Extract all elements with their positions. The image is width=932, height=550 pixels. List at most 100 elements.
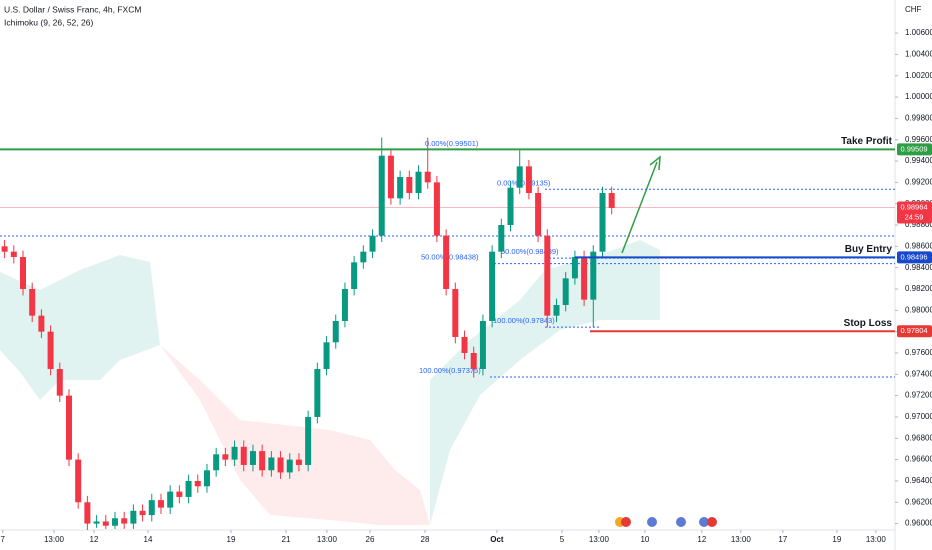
candle-body — [111, 518, 118, 526]
candle-body — [84, 502, 91, 524]
candle-body — [259, 451, 266, 471]
candle-body — [498, 225, 505, 252]
candle-body — [102, 521, 109, 526]
fib-label: 100.00%(0.97843) — [493, 316, 555, 325]
candle-body — [581, 257, 588, 300]
candle-body — [433, 182, 440, 236]
candle-body — [167, 491, 174, 508]
price-badge-label: 0.99509 — [900, 144, 927, 153]
x-tick-label: 13:00 — [866, 535, 887, 544]
candle-body — [213, 454, 220, 471]
candle-body — [535, 193, 542, 236]
event-icons — [615, 517, 717, 527]
y-tick-label: 1.00200 — [905, 71, 932, 80]
y-tick-label: 0.96200 — [905, 497, 932, 506]
candle-body — [75, 459, 82, 503]
x-tick-label: 26 — [366, 535, 375, 544]
candle-body — [93, 521, 100, 524]
level-label: Stop Loss — [844, 318, 893, 329]
price-badge-label: 0.98496 — [900, 252, 927, 261]
candle-body — [443, 235, 450, 289]
x-tick-label: 17 — [778, 535, 787, 544]
candle-body — [415, 171, 422, 194]
candle-body — [139, 510, 146, 516]
y-tick-label: 0.97400 — [905, 369, 932, 378]
candle-body — [470, 352, 477, 369]
candle-body — [369, 235, 376, 252]
y-tick-label: 0.99800 — [905, 113, 932, 122]
y-tick-label: 1.00600 — [905, 28, 932, 37]
x-tick-label: 5 — [560, 535, 565, 544]
y-tick-label: 0.96800 — [905, 433, 932, 442]
y-tick-label: 0.98400 — [905, 263, 932, 272]
last-price-badge — [897, 201, 932, 224]
x-tick-label: 19 — [832, 535, 841, 544]
candle-body — [378, 155, 385, 236]
y-tick-label: 1.00000 — [905, 92, 932, 101]
candle-body — [38, 315, 45, 332]
candle-body — [489, 251, 496, 321]
x-tick-label: 7 — [1, 535, 6, 544]
fib-label: 50.00%(0.98489) — [501, 247, 559, 256]
currency-label: CHF — [905, 5, 922, 14]
candle-body — [295, 459, 302, 465]
x-tick-label: Oct — [490, 535, 504, 544]
fib-label: 0.00%(0.99501) — [425, 139, 479, 148]
candle-body — [608, 193, 615, 208]
ichimoku-cloud — [0, 240, 660, 525]
candle-body — [332, 320, 339, 343]
last-price-label: 0.98964 — [900, 203, 927, 212]
candle-body — [65, 395, 72, 460]
y-tick-label: 0.98000 — [905, 305, 932, 314]
x-tick-label: 14 — [144, 535, 153, 544]
candle-body — [240, 446, 247, 465]
candle-body — [406, 177, 413, 194]
candle-body — [148, 500, 155, 516]
candle-body — [249, 451, 256, 465]
x-tick-label: 13:00 — [44, 535, 65, 544]
candle-body — [516, 166, 523, 188]
candle-body — [314, 368, 321, 417]
x-tick-label: 13:00 — [589, 535, 610, 544]
y-tick-label: 0.99400 — [905, 156, 932, 165]
arrow-head — [649, 155, 661, 171]
candle-body — [176, 491, 183, 497]
y-tick-label: 0.97000 — [905, 412, 932, 421]
level-label: Buy Entry — [845, 244, 893, 255]
y-tick-label: 0.96000 — [905, 519, 932, 528]
arrow — [621, 161, 658, 254]
candle-body — [562, 278, 569, 305]
candle-body — [47, 331, 54, 369]
y-tick-label: 0.99600 — [905, 135, 932, 144]
x-tick-label: 28 — [421, 535, 430, 544]
y-tick-label: 0.98200 — [905, 284, 932, 293]
y-tick-label: 0.98600 — [905, 241, 932, 250]
candle-body — [305, 416, 312, 465]
candle-body — [29, 288, 36, 316]
candle-body — [553, 304, 560, 316]
x-tick-label: 12 — [90, 535, 99, 544]
y-tick-label: 0.96400 — [905, 476, 932, 485]
symbol-title: U.S. Dollar / Swiss Franc, 4h, FXCM — [4, 4, 141, 14]
candle-body — [461, 336, 468, 353]
candle-body — [157, 500, 164, 508]
candle-body — [194, 480, 201, 487]
candle-body — [360, 251, 367, 263]
candle-body — [590, 251, 597, 300]
candle-body — [323, 342, 330, 369]
candle-body — [56, 368, 63, 396]
x-tick-label: 13:00 — [731, 535, 752, 544]
candle-body — [268, 457, 275, 471]
x-tick-label: 19 — [227, 535, 236, 544]
candle-body — [479, 320, 486, 369]
candle-body — [387, 155, 394, 199]
x-tick-label: 21 — [282, 535, 291, 544]
candle-body — [571, 257, 578, 279]
y-tick-label: 0.96600 — [905, 455, 932, 464]
candle-body — [222, 454, 229, 460]
candle-body — [203, 470, 210, 487]
candle-body — [341, 288, 348, 321]
countdown-label: 24:59 — [905, 213, 924, 222]
candle-body — [397, 177, 404, 199]
y-tick-label: 0.99200 — [905, 177, 932, 186]
